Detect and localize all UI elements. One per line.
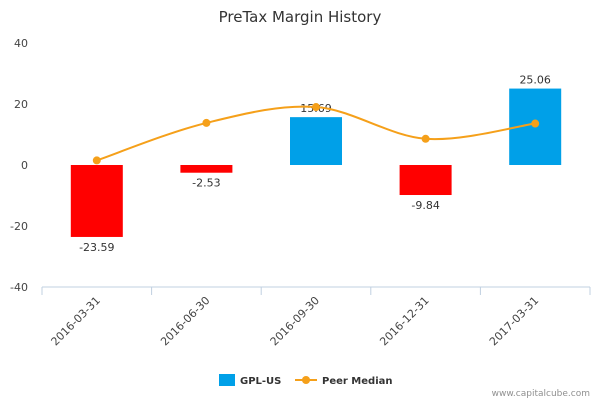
legend[interactable]: GPL-US Peer Median <box>219 374 393 387</box>
peer-median-point[interactable] <box>92 156 101 165</box>
y-tick-label: 20 <box>14 98 28 111</box>
y-tick-label: 0 <box>21 159 28 172</box>
y-tick-label: 40 <box>14 37 28 50</box>
legend-gplus-swatch <box>219 374 235 386</box>
bar[interactable] <box>180 165 233 173</box>
y-tick-label: -20 <box>10 220 28 233</box>
peer-median-point[interactable] <box>421 134 430 143</box>
peer-median-point[interactable] <box>531 119 540 128</box>
y-tick-label: -40 <box>10 281 28 294</box>
bar[interactable] <box>290 117 342 165</box>
peer-median-point[interactable] <box>202 118 211 127</box>
bar[interactable] <box>70 165 123 237</box>
x-tick-label: 2016-03-31 <box>49 294 103 348</box>
legend-peer-marker <box>302 376 310 384</box>
x-tick-label: 2016-09-30 <box>268 294 322 348</box>
bar-data-label: -9.84 <box>411 199 439 212</box>
legend-gplus-label[interactable]: GPL-US <box>240 376 281 387</box>
legend-peer-label[interactable]: Peer Median <box>322 376 393 387</box>
credit-text: www.capitalcube.com <box>492 389 590 399</box>
bar-data-label: -2.53 <box>192 177 220 190</box>
y-axis-ticks: 40 20 0 -20 -40 <box>10 37 28 294</box>
bar-data-label: -23.59 <box>79 241 114 254</box>
chart-title: PreTax Margin History <box>219 8 382 26</box>
x-tick-label: 2017-03-31 <box>487 294 541 348</box>
x-tick-label: 2016-06-30 <box>158 294 212 348</box>
x-tick-label: 2016-12-31 <box>377 294 431 348</box>
x-axis-ticks: 2016-03-31 2016-06-30 2016-09-30 2016-12-31… <box>41 287 591 348</box>
bar[interactable] <box>399 165 452 196</box>
peer-median-series <box>92 103 540 165</box>
bar-data-label: 25.06 <box>519 74 551 87</box>
peer-median-point[interactable] <box>312 103 320 112</box>
